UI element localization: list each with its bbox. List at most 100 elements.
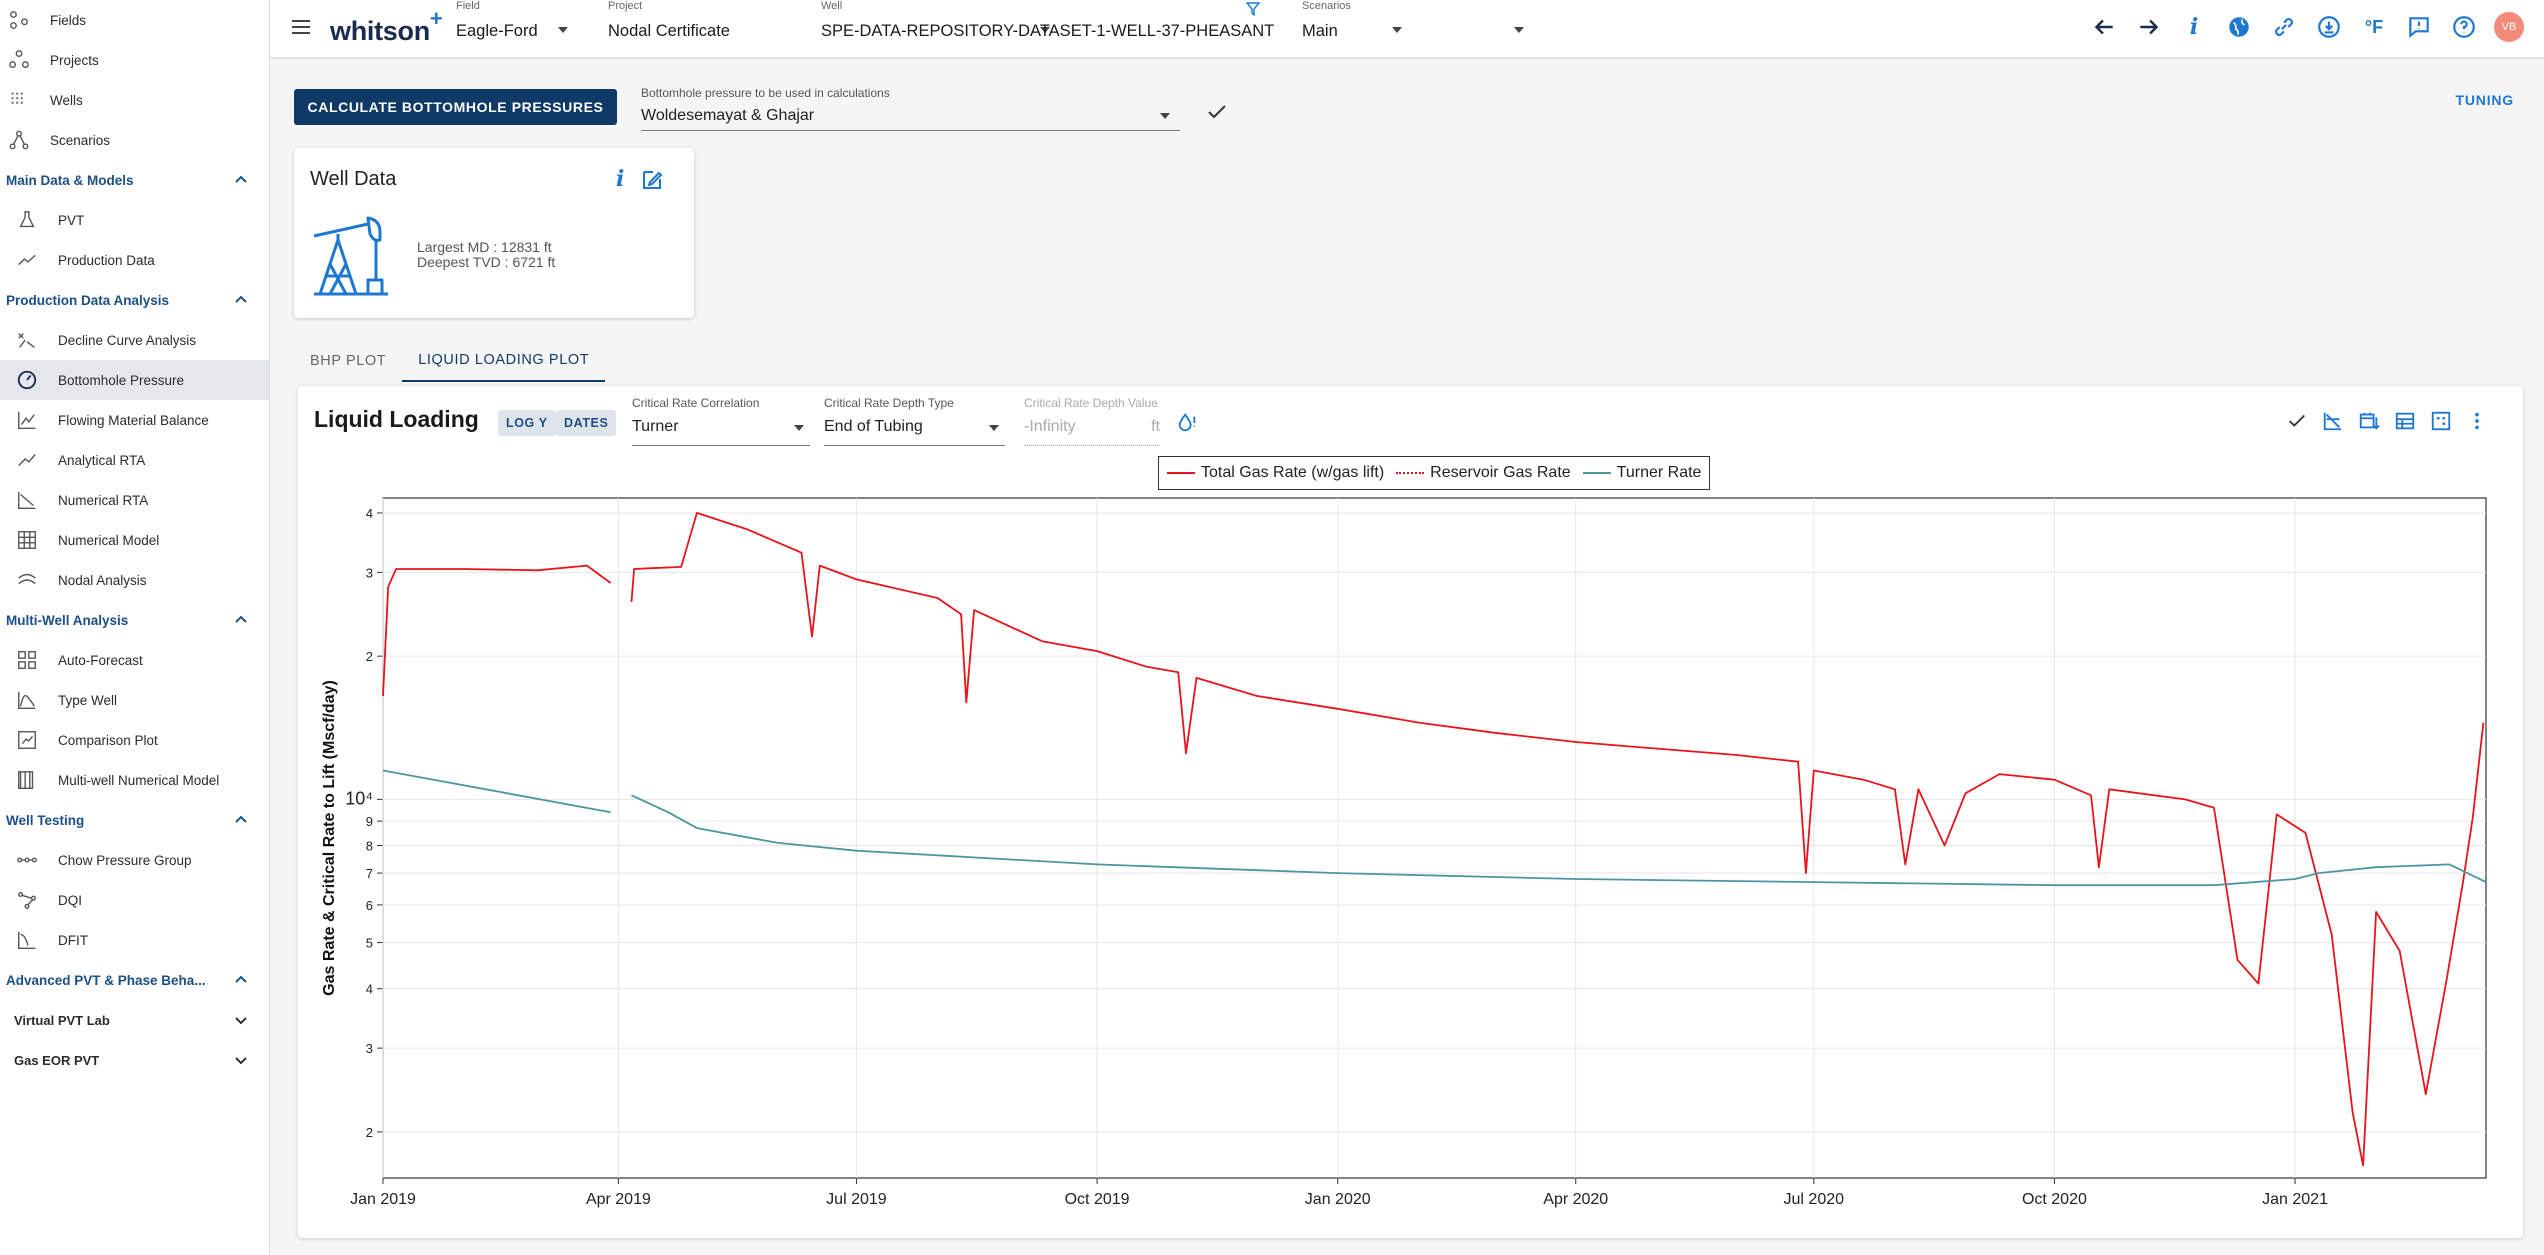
legend-label: Reservoir Gas Rate [1430, 464, 1571, 481]
globe-icon[interactable] [2224, 12, 2254, 42]
arrow-right-icon[interactable] [2134, 12, 2164, 42]
sidebar-item-chow-pressure-group[interactable]: Chow Pressure Group [0, 840, 269, 880]
field-value: Turner [632, 418, 679, 435]
header-actions: i °F VB [2074, 12, 2544, 42]
sidebar-item-production-data[interactable]: Production Data [0, 240, 269, 280]
sidebar-item-wells[interactable]: Wells [0, 80, 269, 120]
sidebar-item-flowing-material-balance[interactable]: Flowing Material Balance [0, 400, 269, 440]
critical-rate-depth-value-input[interactable]: Critical Rate Depth Value -Infinity ft [1024, 396, 1160, 446]
sidebar-item-pvt[interactable]: PVT [0, 200, 269, 240]
decline-fit-icon[interactable] [2320, 408, 2346, 434]
section-well-testing[interactable]: Well Testing [0, 800, 269, 840]
log-y-toggle[interactable]: LOG Y [498, 410, 556, 436]
help-icon[interactable] [2449, 12, 2479, 42]
feedback-icon[interactable] [2404, 12, 2434, 42]
project-select[interactable]: Project Nodal Certificate [608, 0, 1050, 58]
sidebar-item-auto-forecast[interactable]: Auto-Forecast [0, 640, 269, 680]
section-production-data-analysis[interactable]: Production Data Analysis [0, 280, 269, 320]
sidebar-item-label: Production Data [58, 252, 155, 268]
y-tick-label: 2 [366, 1125, 373, 1140]
sidebar-item-bottomhole-pressure[interactable]: Bottomhole Pressure [0, 360, 269, 400]
field-unit: ft [1151, 418, 1160, 435]
well-select[interactable]: Well SPE-DATA-REPOSITORY-DATASET-1-WELL-… [821, 0, 1524, 58]
calendar-sort-icon[interactable] [2356, 408, 2382, 434]
well-value: SPE-DATA-REPOSITORY-DATASET-1-WELL-37-PH… [821, 22, 1275, 40]
dfit-icon [14, 927, 40, 953]
sidebar-item-numerical-model[interactable]: Numerical Model [0, 520, 269, 560]
edit-icon[interactable] [640, 168, 664, 192]
menu-icon[interactable] [290, 18, 312, 36]
sidebar-item-nodal-analysis[interactable]: Nodal Analysis [0, 560, 269, 600]
avatar[interactable]: VB [2494, 12, 2524, 42]
section-title: Main Data & Models [6, 172, 134, 188]
confirm-check-icon[interactable] [1205, 100, 1229, 124]
y-tick-label: 7 [366, 866, 373, 881]
sidebar-item-analytical-rta[interactable]: Analytical RTA [0, 440, 269, 480]
sidebar-item-numerical-rta[interactable]: Numerical RTA [0, 480, 269, 520]
x-tick-label: Oct 2020 [2022, 1191, 2087, 1208]
y-tick-label: 4 [366, 982, 373, 997]
multiwell-model-icon [14, 767, 40, 793]
legend-item-reservoir-gas-rate[interactable]: Reservoir Gas Rate [1396, 464, 1571, 482]
scenarios-select[interactable]: Scenarios Main [1302, 0, 1402, 58]
fahrenheit-icon[interactable]: °F [2364, 16, 2384, 37]
download-icon[interactable] [2314, 12, 2344, 42]
sidebar-item-fields[interactable]: Fields [0, 0, 269, 40]
link-icon[interactable] [2269, 12, 2299, 42]
analytical-rta-icon [14, 447, 40, 473]
section-title: Gas EOR PVT [14, 1052, 100, 1068]
check-icon[interactable] [2284, 408, 2310, 434]
chow-icon [14, 847, 40, 873]
sidebar-item-label: DQI [58, 892, 83, 908]
sidebar-item-comparison-plot[interactable]: Comparison Plot [0, 720, 269, 760]
plot-area [382, 497, 2487, 1179]
legend-label: Total Gas Rate (w/gas lift) [1201, 464, 1385, 481]
filter-icon[interactable] [1246, 2, 1260, 16]
arrow-left-icon[interactable] [2089, 12, 2119, 42]
critical-rate-depth-type-select[interactable]: Critical Rate Depth Type End of Tubing [824, 396, 1005, 446]
sidebar-item-dfit[interactable]: DFIT [0, 920, 269, 960]
sidebar-item-dqi[interactable]: DQI [0, 880, 269, 920]
section-title: Advanced PVT & Phase Beha... [6, 972, 206, 988]
pumpjack-icon [313, 216, 388, 296]
sidebar-item-multi-well-numerical-model[interactable]: Multi-well Numerical Model [0, 760, 269, 800]
water-drop-icon[interactable] [1174, 409, 1200, 435]
y-tick-label: 9 [366, 814, 373, 829]
sidebar-item-scenarios[interactable]: Scenarios [0, 120, 269, 160]
calculate-bhp-button[interactable]: CALCULATE BOTTOMHOLE PRESSURES [294, 89, 617, 125]
legend-item-turner-rate[interactable]: Turner Rate [1582, 464, 1701, 482]
chevron-down-icon [235, 1057, 247, 1065]
sidebar-item-label: Nodal Analysis [58, 572, 147, 588]
bhp-method-caption: Bottomhole pressure to be used in calcul… [641, 86, 890, 100]
section-multi-well-analysis[interactable]: Multi-Well Analysis [0, 600, 269, 640]
chevron-up-icon [235, 815, 247, 823]
bhp-method-select[interactable]: Bottomhole pressure to be used in calcul… [641, 83, 1180, 131]
info-icon[interactable]: i [616, 166, 625, 192]
field-select[interactable]: Field Eagle-Ford [456, 0, 568, 58]
liquid-loading-chart: 2 3 4 5 6 7 8 9 10⁴ 2 3 4 Jan 2019 Apr 2019 Jul 2019 Oc… [321, 497, 2487, 1208]
section-advanced-pvt[interactable]: Advanced PVT & Phase Beha... [0, 960, 269, 1000]
sidebar-item-decline-curve-analysis[interactable]: Decline Curve Analysis [0, 320, 269, 360]
tab-liquid-loading-plot[interactable]: LIQUID LOADING PLOT [402, 340, 606, 382]
y-tick-label: 4 [366, 506, 373, 521]
tab-bhp-plot[interactable]: BHP PLOT [310, 353, 387, 369]
info-icon[interactable]: i [2189, 14, 2199, 40]
tuning-button[interactable]: TUNING [2455, 92, 2514, 108]
auto-forecast-icon [14, 647, 40, 673]
dates-toggle[interactable]: DATES [556, 410, 617, 436]
critical-rate-correlation-select[interactable]: Critical Rate Correlation Turner [632, 396, 810, 446]
more-vert-icon[interactable] [2464, 408, 2490, 434]
numerical-rta-icon [14, 487, 40, 513]
projects-icon [6, 47, 32, 73]
fit-view-icon[interactable] [2428, 408, 2454, 434]
table-icon[interactable] [2392, 408, 2418, 434]
section-main-data[interactable]: Main Data & Models [0, 160, 269, 200]
section-gas-eor-pvt[interactable]: Gas EOR PVT [0, 1040, 269, 1080]
grid-model-icon [14, 527, 40, 553]
x-tick-label: Oct 2019 [1065, 1191, 1130, 1208]
legend-item-total-gas-rate[interactable]: Total Gas Rate (w/gas lift) [1167, 464, 1384, 482]
sidebar-item-projects[interactable]: Projects [0, 40, 269, 80]
decline-icon [14, 327, 40, 353]
section-virtual-pvt-lab[interactable]: Virtual PVT Lab [0, 1000, 269, 1040]
sidebar-item-type-well[interactable]: Type Well [0, 680, 269, 720]
